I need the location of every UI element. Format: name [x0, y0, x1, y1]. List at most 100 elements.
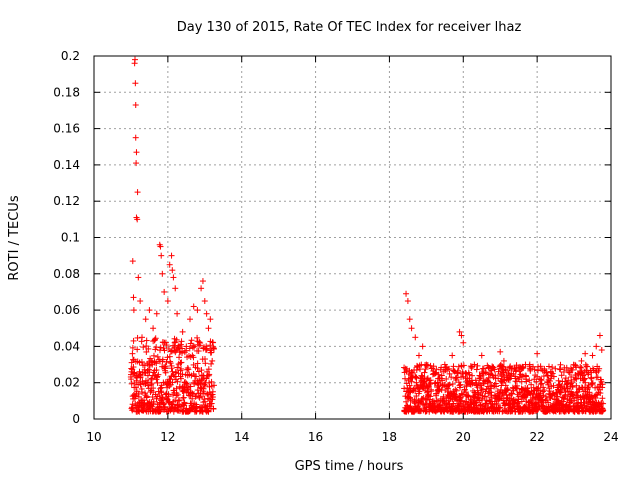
- data-point: [178, 365, 185, 372]
- data-point: [460, 339, 467, 346]
- data-point: [209, 394, 216, 401]
- data-point: [598, 347, 605, 354]
- data-point: [168, 252, 175, 259]
- data-point: [554, 393, 561, 400]
- data-point: [599, 395, 606, 402]
- data-point: [449, 381, 456, 388]
- data-point: [201, 382, 208, 389]
- data-point: [508, 370, 515, 377]
- data-point: [474, 362, 481, 369]
- ticks-layer: 10 12 14 16 18 20 22 24 0 0.02 0.04 0.06 0.08 0.1 0.12…: [53, 49, 618, 444]
- data-point: [589, 352, 596, 359]
- data-point: [527, 367, 534, 374]
- data-point: [550, 382, 557, 389]
- data-point: [492, 380, 499, 387]
- data-point: [152, 335, 159, 342]
- x-axis-label: GPS time / hours: [295, 459, 404, 474]
- data-point: [135, 274, 142, 281]
- data-point: [158, 252, 165, 259]
- data-point: [409, 369, 416, 376]
- data-point: [563, 381, 570, 388]
- data-point: [210, 405, 217, 412]
- data-point: [193, 373, 200, 380]
- data-point: [167, 376, 174, 383]
- data-point: [209, 388, 216, 395]
- data-point: [406, 382, 413, 389]
- data-point: [541, 387, 548, 394]
- data-point: [509, 384, 516, 391]
- data-point: [179, 328, 186, 335]
- data-point: [202, 360, 209, 367]
- data-point: [582, 350, 589, 357]
- data-point: [157, 344, 164, 351]
- data-point: [422, 366, 429, 373]
- data-point: [463, 383, 470, 390]
- data-point: [406, 389, 413, 396]
- data-point: [407, 403, 414, 410]
- data-point: [440, 393, 447, 400]
- data-point: [412, 334, 419, 341]
- data-point: [148, 381, 155, 388]
- data-point: [417, 366, 424, 373]
- data-point: [430, 370, 437, 377]
- x-tick-label: 18: [382, 430, 397, 444]
- data-point: [441, 361, 448, 368]
- data-point: [208, 400, 215, 407]
- data-point: [176, 354, 183, 361]
- data-point: [446, 381, 453, 388]
- data-point: [138, 358, 145, 365]
- data-point: [468, 364, 475, 371]
- data-point: [459, 397, 466, 404]
- data-point: [424, 397, 431, 404]
- data-point: [173, 336, 180, 343]
- data-point: [504, 386, 511, 393]
- data-point: [574, 370, 581, 377]
- data-point: [130, 364, 137, 371]
- data-point: [167, 360, 174, 367]
- data-point: [137, 381, 144, 388]
- data-point: [454, 367, 461, 374]
- data-point: [401, 385, 408, 392]
- data-point: [137, 298, 144, 305]
- data-point: [458, 390, 465, 397]
- data-point: [423, 361, 430, 368]
- data-point: [540, 384, 547, 391]
- data-point: [549, 364, 556, 371]
- data-point: [171, 373, 178, 380]
- data-point: [453, 387, 460, 394]
- data-point: [452, 386, 459, 393]
- data-point: [199, 278, 206, 285]
- data-point: [526, 377, 533, 384]
- data-point: [157, 385, 164, 392]
- data-point: [153, 310, 160, 317]
- data-point: [567, 399, 574, 406]
- data-point: [130, 337, 137, 344]
- data-point: [600, 400, 607, 407]
- data-point: [497, 386, 504, 393]
- data-point: [136, 368, 143, 375]
- data-point: [578, 364, 585, 371]
- data-point: [571, 397, 578, 404]
- data-point: [174, 391, 181, 398]
- data-point: [174, 378, 181, 385]
- y-tick-label: 0.18: [53, 85, 80, 99]
- data-point: [415, 352, 422, 359]
- data-point: [573, 375, 580, 382]
- data-point: [161, 288, 168, 295]
- data-point: [533, 378, 540, 385]
- data-point: [431, 380, 438, 387]
- x-tick-label: 12: [160, 430, 175, 444]
- data-point: [130, 406, 137, 413]
- data-point: [582, 379, 589, 386]
- data-point: [581, 376, 588, 383]
- data-point: [148, 380, 155, 387]
- data-point: [191, 343, 198, 350]
- data-point: [186, 345, 193, 352]
- x-tick-label: 22: [530, 430, 545, 444]
- data-point: [565, 377, 572, 384]
- data-point: [600, 407, 607, 414]
- data-point: [207, 316, 214, 323]
- data-point: [573, 382, 580, 389]
- data-point: [584, 363, 591, 370]
- data-point: [473, 366, 480, 373]
